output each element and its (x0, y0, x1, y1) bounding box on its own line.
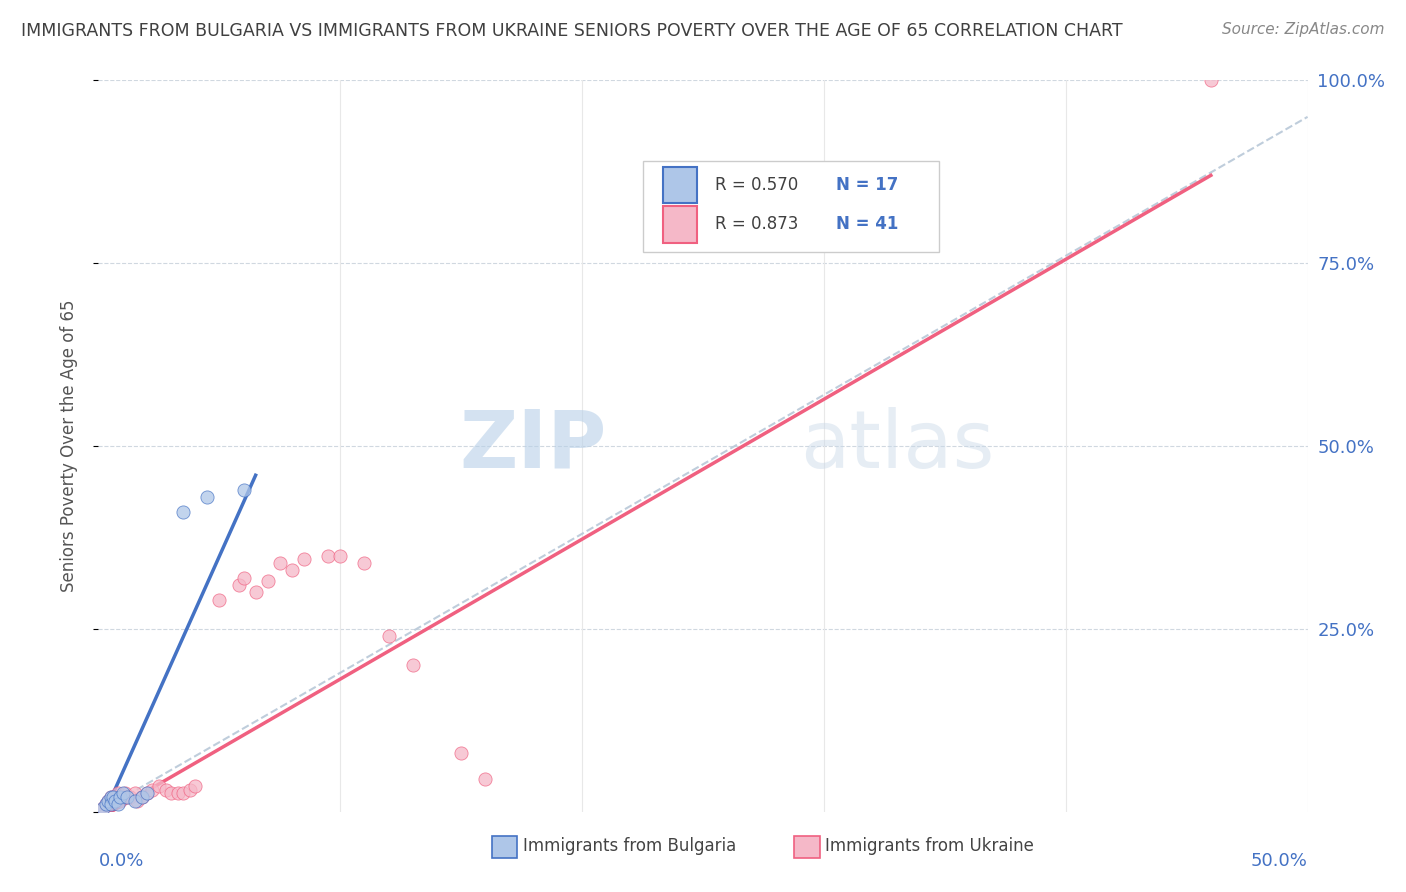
Point (377, 629, 399, 643)
Point (167, 787, 190, 801)
Point (114, 787, 136, 801)
Point (184, 779, 207, 793)
Point (118, 790, 141, 805)
Point (108, 790, 131, 805)
Point (402, 658, 425, 673)
Point (316, 549, 339, 563)
Point (131, 790, 153, 805)
Text: 0.0%: 0.0% (98, 852, 143, 870)
Text: ZIP: ZIP (458, 407, 606, 485)
Point (292, 552, 315, 566)
Text: N = 41: N = 41 (837, 215, 898, 234)
Point (117, 790, 139, 805)
Point (107, 797, 129, 812)
Point (135, 787, 157, 801)
Point (111, 787, 134, 801)
Point (101, 794, 124, 808)
Text: R = 0.570: R = 0.570 (716, 176, 799, 194)
Point (124, 794, 146, 808)
Point (160, 787, 183, 801)
Text: Source: ZipAtlas.com: Source: ZipAtlas.com (1222, 22, 1385, 37)
Point (91, 801, 114, 815)
Text: Immigrants from Bulgaria: Immigrants from Bulgaria (523, 837, 737, 855)
Point (172, 505, 194, 519)
FancyBboxPatch shape (643, 161, 939, 252)
Text: IMMIGRANTS FROM BULGARIA VS IMMIGRANTS FROM UKRAINE SENIORS POVERTY OVER THE AGE: IMMIGRANTS FROM BULGARIA VS IMMIGRANTS F… (21, 22, 1123, 40)
Point (97, 794, 120, 808)
Text: Immigrants from Ukraine: Immigrants from Ukraine (825, 837, 1035, 855)
Point (94, 797, 117, 812)
Point (127, 794, 149, 808)
Point (107, 787, 129, 801)
Point (474, 772, 496, 786)
Point (101, 790, 124, 805)
Point (228, 578, 250, 592)
Point (450, 746, 472, 760)
Point (124, 787, 146, 801)
Point (111, 790, 134, 805)
Point (100, 797, 122, 812)
Point (155, 782, 177, 797)
Point (91, 801, 114, 815)
Point (100, 790, 122, 805)
Point (256, 574, 278, 589)
Point (329, 549, 352, 563)
Point (232, 483, 254, 497)
FancyBboxPatch shape (664, 206, 697, 243)
Point (208, 592, 231, 607)
Point (135, 787, 157, 801)
Point (117, 790, 139, 805)
Point (141, 782, 163, 797)
Point (281, 563, 304, 577)
Point (108, 794, 131, 808)
Point (104, 790, 127, 805)
Point (269, 556, 291, 570)
Point (100, 790, 122, 805)
Point (245, 585, 267, 599)
Point (195, 490, 218, 504)
Point (97, 794, 120, 808)
FancyBboxPatch shape (664, 167, 697, 203)
Text: atlas: atlas (800, 407, 994, 485)
Point (94, 797, 117, 812)
Y-axis label: Seniors Poverty Over the Age of 65: Seniors Poverty Over the Age of 65 (59, 300, 77, 592)
Text: R = 0.873: R = 0.873 (716, 215, 799, 234)
Text: N = 17: N = 17 (837, 176, 898, 194)
Point (179, 782, 201, 797)
Point (232, 571, 254, 585)
Text: 50.0%: 50.0% (1251, 852, 1308, 870)
Point (148, 779, 170, 793)
Point (172, 787, 194, 801)
Point (353, 556, 375, 570)
Point (1199, 73, 1222, 87)
Point (104, 794, 127, 808)
Point (131, 790, 153, 805)
Point (100, 794, 122, 808)
